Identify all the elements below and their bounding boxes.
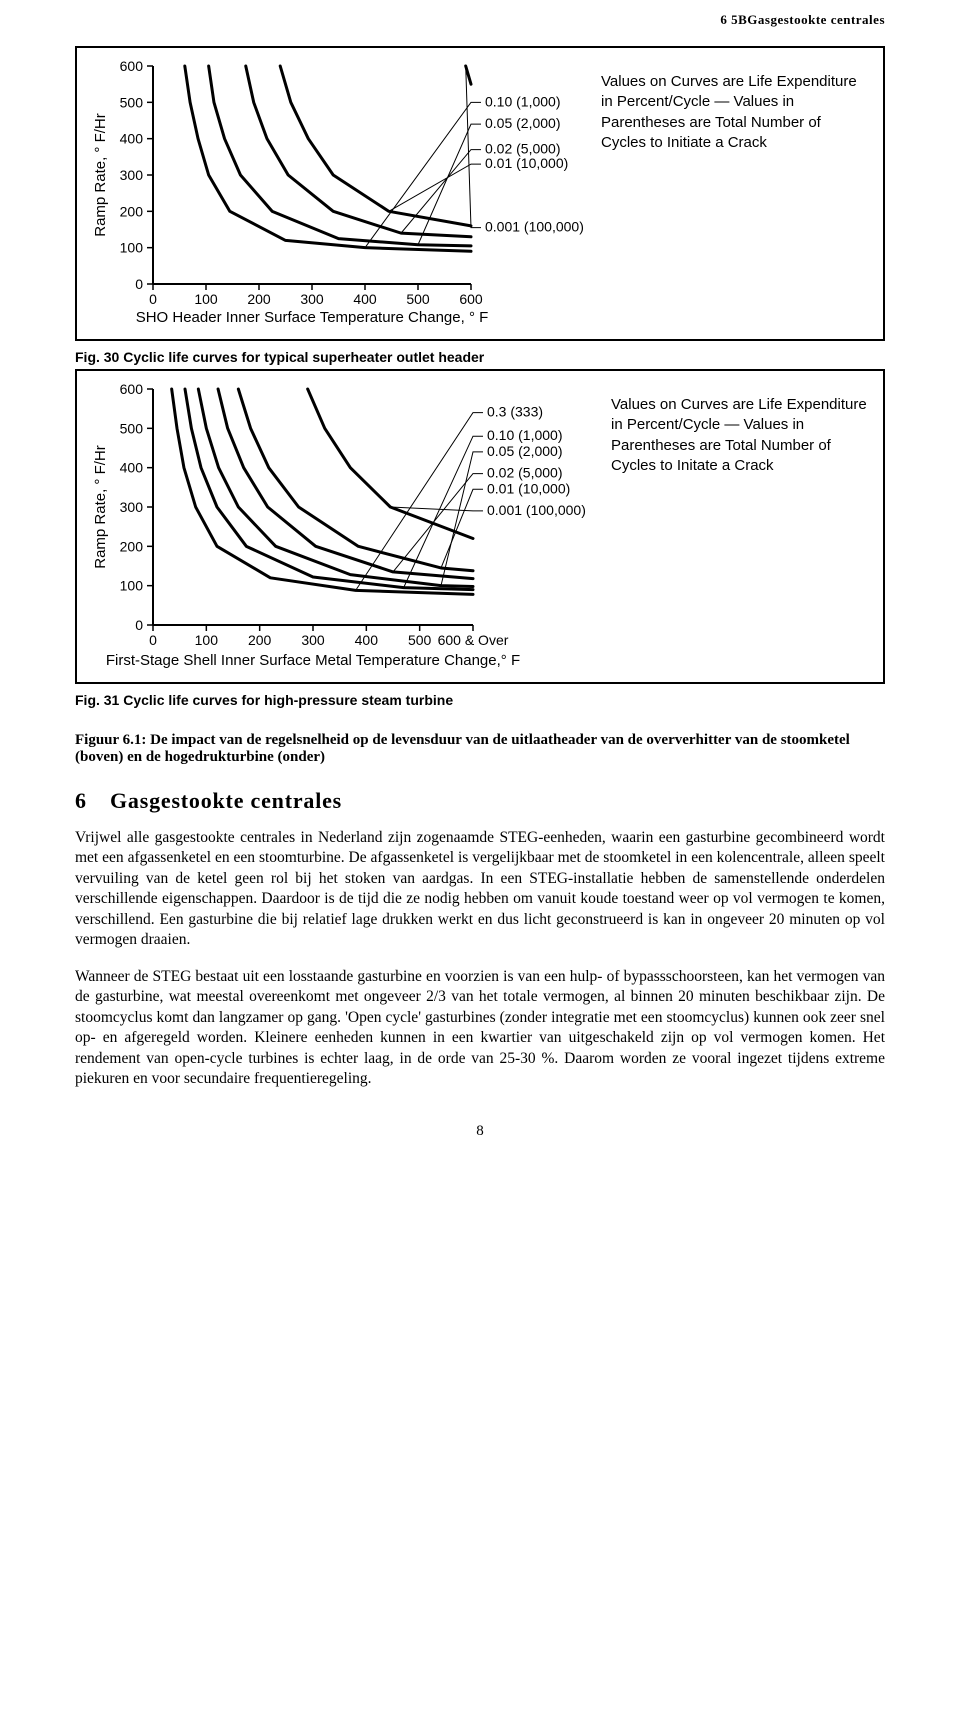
svg-text:0.10 (1,000): 0.10 (1,000) bbox=[487, 427, 563, 443]
svg-text:500: 500 bbox=[406, 291, 430, 307]
svg-text:0.01 (10,000): 0.01 (10,000) bbox=[487, 480, 570, 496]
svg-text:0: 0 bbox=[135, 276, 143, 292]
figure-31-note: Values on Curves are Life Expenditure in… bbox=[611, 381, 869, 476]
svg-text:200: 200 bbox=[247, 291, 271, 307]
svg-text:300: 300 bbox=[301, 632, 325, 648]
svg-text:First-Stage Shell Inner Surfac: First-Stage Shell Inner Surface Metal Te… bbox=[106, 652, 520, 669]
figure-30-note: Values on Curves are Life Expenditure in… bbox=[601, 58, 869, 153]
figure-31-box: 0 100 200 300 400 500 600 & Over 0 100 200 300 400 5… bbox=[75, 369, 885, 684]
svg-text:100: 100 bbox=[120, 578, 144, 594]
svg-text:0.01 (10,000): 0.01 (10,000) bbox=[485, 155, 568, 171]
svg-text:500: 500 bbox=[120, 420, 144, 436]
svg-text:400: 400 bbox=[355, 632, 379, 648]
running-header: 6 5BGasgestookte centrales bbox=[75, 0, 885, 36]
figure-overall-heading: Figuur 6.1: De impact van de regelsnelhe… bbox=[75, 732, 885, 766]
svg-text:400: 400 bbox=[353, 291, 377, 307]
svg-text:0.3 (333): 0.3 (333) bbox=[487, 404, 543, 420]
svg-text:600: 600 bbox=[120, 381, 144, 397]
svg-text:0.10 (1,000): 0.10 (1,000) bbox=[485, 93, 561, 109]
svg-text:0: 0 bbox=[149, 291, 157, 307]
svg-text:0: 0 bbox=[135, 617, 143, 633]
svg-text:500: 500 bbox=[120, 94, 144, 110]
svg-text:0.05 (2,000): 0.05 (2,000) bbox=[487, 443, 563, 459]
section-number: 6 bbox=[75, 788, 86, 814]
svg-text:0: 0 bbox=[149, 632, 157, 648]
paragraph-1: Vrijwel alle gasgestookte centrales in N… bbox=[75, 828, 885, 951]
svg-text:300: 300 bbox=[300, 291, 324, 307]
svg-text:200: 200 bbox=[120, 538, 144, 554]
svg-text:0.02 (5,000): 0.02 (5,000) bbox=[487, 465, 563, 481]
figure-30-caption: Fig. 30 Cyclic life curves for typical s… bbox=[75, 349, 885, 365]
svg-text:600: 600 bbox=[459, 291, 483, 307]
svg-text:0.001 (100,000): 0.001 (100,000) bbox=[487, 502, 586, 518]
figure-31-caption: Fig. 31 Cyclic life curves for high-pres… bbox=[75, 692, 885, 708]
svg-text:300: 300 bbox=[120, 167, 144, 183]
svg-text:100: 100 bbox=[194, 291, 218, 307]
svg-text:0.001 (100,000): 0.001 (100,000) bbox=[485, 219, 584, 235]
svg-text:600 & Over: 600 & Over bbox=[438, 632, 509, 648]
svg-text:200: 200 bbox=[120, 203, 144, 219]
svg-text:Ramp Rate, ° F/Hr: Ramp Rate, ° F/Hr bbox=[92, 445, 109, 569]
figure-31-chart: 0 100 200 300 400 500 600 & Over 0 100 200 300 400 5… bbox=[91, 381, 601, 676]
section-heading: 6 Gasgestookte centrales bbox=[75, 788, 885, 814]
svg-text:400: 400 bbox=[120, 460, 144, 476]
figure-30-chart: 0 100 200 300 400 500 600 0 100 200 300 400 500 600 Ra… bbox=[91, 58, 591, 333]
svg-text:600: 600 bbox=[120, 58, 144, 74]
svg-text:400: 400 bbox=[120, 131, 144, 147]
svg-text:500: 500 bbox=[408, 632, 432, 648]
section-title: Gasgestookte centrales bbox=[110, 788, 342, 814]
svg-text:Ramp Rate, ° F/Hr: Ramp Rate, ° F/Hr bbox=[92, 113, 109, 237]
svg-text:100: 100 bbox=[195, 632, 219, 648]
svg-text:0.05 (2,000): 0.05 (2,000) bbox=[485, 115, 561, 131]
svg-text:300: 300 bbox=[120, 499, 144, 515]
svg-text:100: 100 bbox=[120, 240, 144, 256]
page-number: 8 bbox=[75, 1123, 885, 1140]
svg-text:200: 200 bbox=[248, 632, 272, 648]
paragraph-2: Wanneer de STEG bestaat uit een losstaan… bbox=[75, 967, 885, 1090]
figure-30-box: 0 100 200 300 400 500 600 0 100 200 300 400 500 600 Ra… bbox=[75, 46, 885, 341]
svg-text:SHO Header Inner Surface Tempe: SHO Header Inner Surface Temperature Cha… bbox=[136, 309, 489, 326]
